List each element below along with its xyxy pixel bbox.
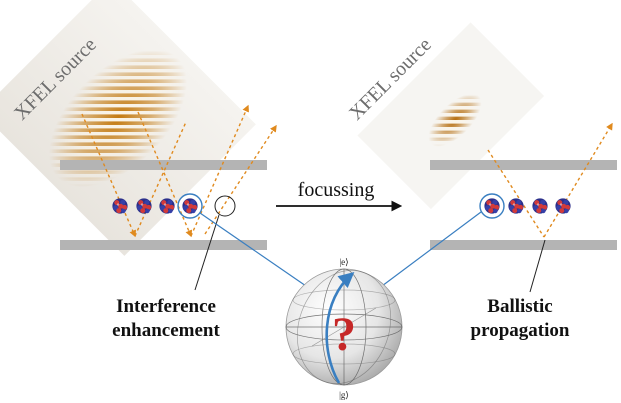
left-link-line [199, 212, 307, 287]
left-beam-paths [81, 104, 277, 238]
left-top-mirror [60, 160, 267, 170]
nucleus [112, 198, 128, 214]
nucleus [182, 198, 198, 214]
nucleus [136, 198, 152, 214]
interference-pointer-line [194, 214, 220, 291]
left-caption-line2: enhancement [112, 320, 220, 341]
nucleus [532, 198, 548, 214]
ground-state-label: |g⟩ [339, 390, 349, 400]
right-bottom-mirror [430, 240, 617, 250]
nucleus [484, 198, 500, 214]
right-beam-paths [487, 122, 613, 238]
nucleus [508, 198, 524, 214]
nucleus [159, 198, 175, 214]
excited-state-label: |e⟩ [339, 257, 348, 267]
bloch-question-mark: ? [332, 308, 356, 361]
right-selected-nucleus-ring [479, 193, 505, 219]
focussing-label: focussing [298, 179, 375, 201]
right-top-mirror [430, 160, 617, 170]
state-trajectory-arrow [325, 271, 355, 384]
right-link-line [381, 211, 482, 287]
nucleus [555, 198, 571, 214]
interference-spot-ring [214, 195, 236, 217]
right-caption-line1: Ballistic [487, 296, 552, 317]
left-caption-line1: Interference [116, 296, 216, 317]
left-selected-nucleus-ring [177, 193, 203, 219]
left-bottom-mirror [60, 240, 267, 250]
ballistic-pointer-line [529, 239, 546, 293]
left-xfel-pulse [0, 0, 256, 256]
right-xfel-pulse [357, 22, 545, 210]
bloch-sphere [285, 268, 403, 386]
right-caption-line2: propagation [471, 320, 570, 341]
